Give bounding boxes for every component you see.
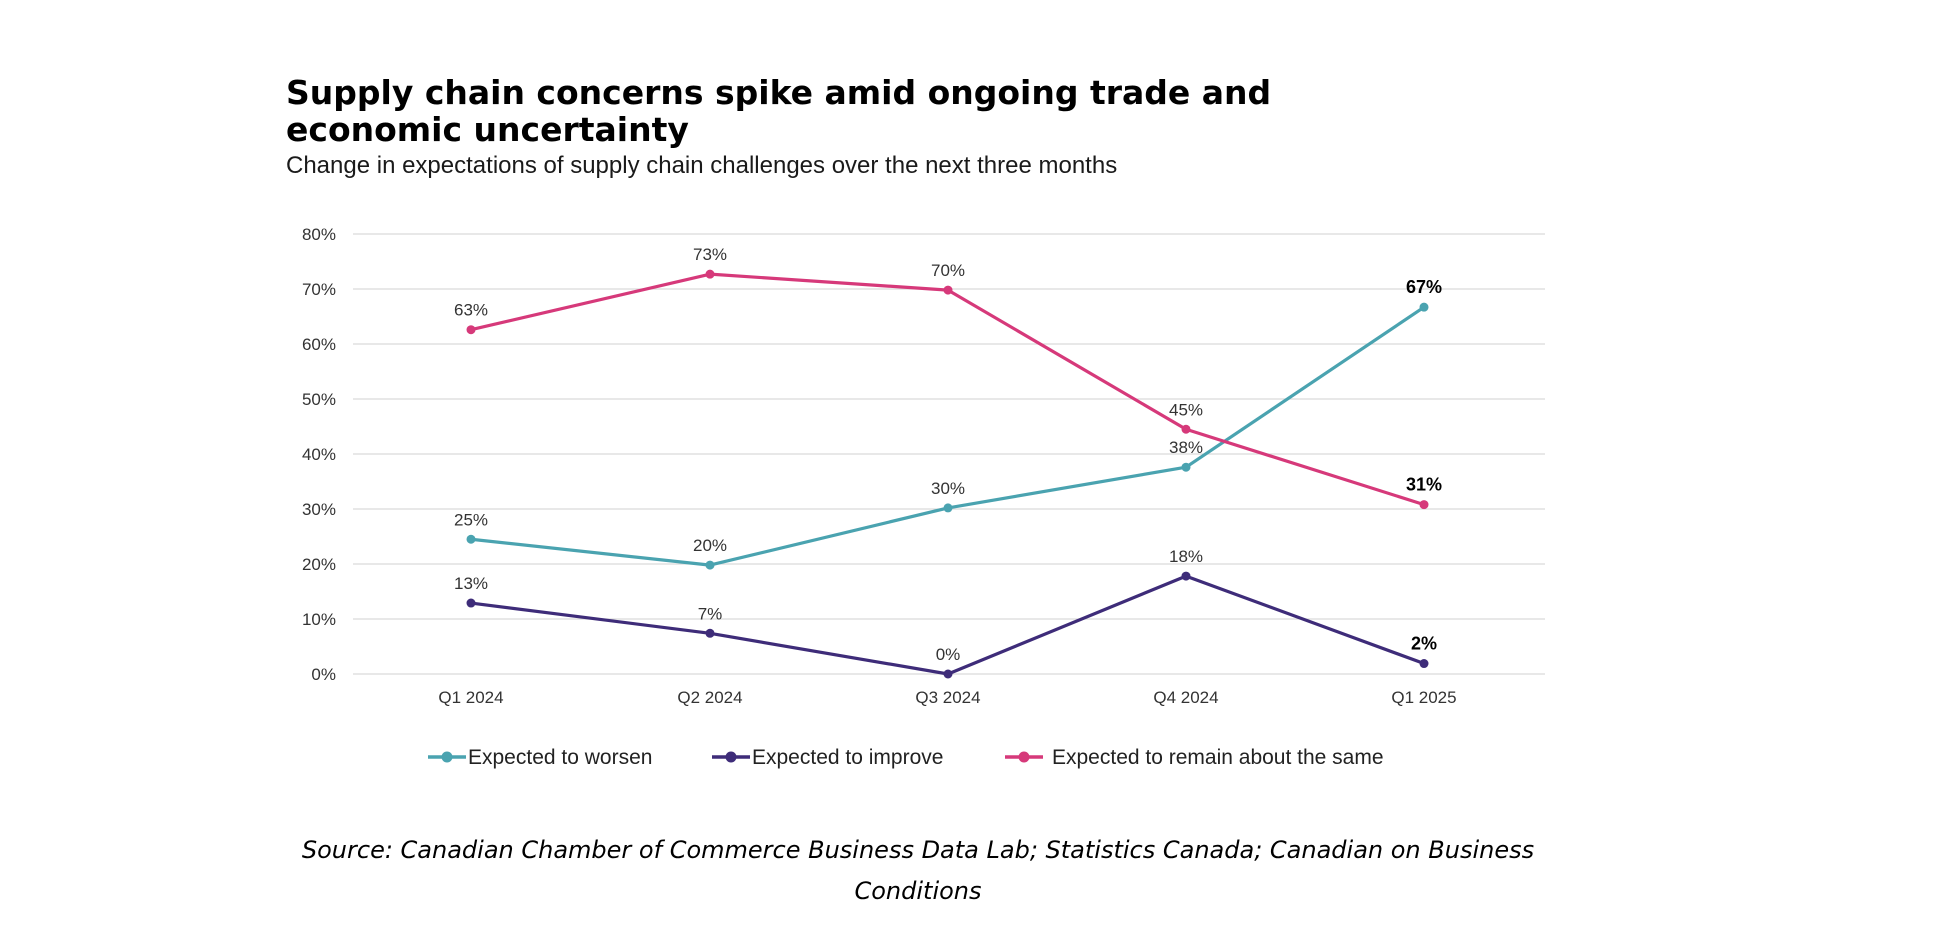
source-line-1: Source: Canadian Chamber of Commerce Bus… bbox=[302, 836, 1534, 864]
legend-label: Expected to improve bbox=[752, 746, 943, 769]
legend-marker bbox=[725, 751, 737, 763]
data-point bbox=[1419, 500, 1429, 510]
x-tick-label: Q2 2024 bbox=[677, 688, 742, 707]
x-tick-label: Q1 2024 bbox=[438, 688, 503, 707]
data-label: 73% bbox=[693, 245, 727, 264]
source-line-2: Conditions bbox=[854, 877, 981, 905]
data-label: 30% bbox=[931, 479, 965, 498]
chart-title-line-2: economic uncertainty bbox=[286, 110, 689, 149]
data-point bbox=[1181, 571, 1191, 581]
data-point bbox=[705, 560, 715, 570]
data-point bbox=[705, 269, 715, 279]
legend-label: Expected to worsen bbox=[468, 746, 652, 769]
y-tick-label: 60% bbox=[302, 335, 336, 354]
x-axis: Q1 2024 Q2 2024 Q3 2024 Q4 2024 Q1 2025 bbox=[438, 688, 1456, 707]
data-point bbox=[1419, 659, 1429, 669]
legend: Expected to worsen Expected to improve Exp… bbox=[428, 746, 1384, 769]
data-point bbox=[943, 503, 953, 513]
chart-title-line-1: Supply chain concerns spike amid ongoing… bbox=[286, 73, 1271, 112]
data-point bbox=[466, 534, 476, 544]
data-label: 0% bbox=[936, 645, 961, 664]
data-label: 63% bbox=[454, 301, 488, 320]
data-label: 7% bbox=[698, 604, 723, 623]
y-tick-label: 40% bbox=[302, 445, 336, 464]
data-point bbox=[1181, 462, 1191, 472]
data-label: 67% bbox=[1406, 277, 1442, 297]
data-point bbox=[705, 628, 715, 638]
legend-marker bbox=[1018, 751, 1030, 763]
data-label: 31% bbox=[1406, 475, 1442, 495]
data-point bbox=[943, 669, 953, 679]
y-tick-label: 50% bbox=[302, 390, 336, 409]
y-tick-label: 80% bbox=[302, 225, 336, 244]
x-tick-label: Q3 2024 bbox=[915, 688, 980, 707]
x-tick-label: Q1 2025 bbox=[1391, 688, 1456, 707]
series-line bbox=[469, 272, 1426, 507]
data-label: 70% bbox=[931, 261, 965, 280]
data-labels: 25% 20% 30% 38% 67% 13% 7% 0% 18% 2% 63% 73% 70% 45% 3… bbox=[454, 245, 1442, 664]
legend-marker bbox=[441, 751, 453, 763]
x-tick-label: Q4 2024 bbox=[1153, 688, 1218, 707]
series-line bbox=[469, 305, 1426, 567]
data-point bbox=[466, 325, 476, 335]
data-point bbox=[943, 285, 953, 295]
series-lines bbox=[466, 269, 1429, 679]
data-label: 20% bbox=[693, 536, 727, 555]
data-point bbox=[466, 598, 476, 608]
gridlines bbox=[353, 233, 1545, 675]
data-label: 2% bbox=[1411, 634, 1437, 654]
y-tick-label: 0% bbox=[311, 665, 336, 684]
y-tick-label: 10% bbox=[302, 610, 336, 629]
data-label: 25% bbox=[454, 510, 488, 529]
data-label: 18% bbox=[1169, 547, 1203, 566]
y-axis: 0% 10% 20% 30% 40% 50% 60% 70% 80% bbox=[302, 225, 336, 684]
chart-subtitle: Change in expectations of supply chain c… bbox=[286, 152, 1117, 179]
y-tick-label: 70% bbox=[302, 280, 336, 299]
data-label: 13% bbox=[454, 574, 488, 593]
data-point bbox=[1181, 424, 1191, 434]
data-point bbox=[1419, 302, 1429, 312]
data-label: 38% bbox=[1169, 438, 1203, 457]
y-tick-label: 30% bbox=[302, 500, 336, 519]
y-tick-label: 20% bbox=[302, 555, 336, 574]
legend-label: Expected to remain about the same bbox=[1052, 746, 1384, 769]
data-label: 45% bbox=[1169, 400, 1203, 419]
